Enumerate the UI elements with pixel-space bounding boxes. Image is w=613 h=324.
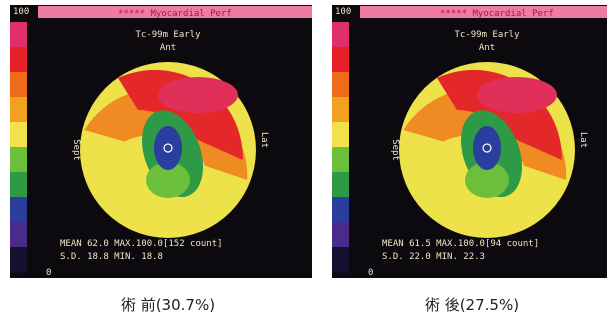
header-text: ***** Myocardial Perf xyxy=(440,9,554,19)
septal-label: Sept xyxy=(390,139,400,161)
caption: 術 後(27.5%) xyxy=(425,296,519,314)
stats-line-1: MEAN 61.5 MAX.100.0[94 count] xyxy=(382,239,539,249)
color-scale-step xyxy=(10,72,27,98)
color-scale-step xyxy=(332,147,349,173)
header-text: ***** Myocardial Perf xyxy=(118,9,232,19)
color-scale-step xyxy=(10,222,27,248)
map-title: Tc-99m Early xyxy=(135,30,201,40)
color-scale-step xyxy=(332,172,349,198)
color-scale-step xyxy=(10,172,27,198)
color-scale-step xyxy=(10,197,27,223)
septal-label: Sept xyxy=(71,139,81,161)
color-scale-step xyxy=(332,222,349,248)
stats-line-2: S.D. 18.8 MIN. 18.8 xyxy=(60,252,163,262)
caption: 術 前(30.7%) xyxy=(121,296,215,314)
scale-max: 100 xyxy=(13,7,29,17)
lateral-label: Lat xyxy=(259,132,269,148)
region-pink xyxy=(477,77,557,113)
region-blue xyxy=(154,126,182,170)
anterior-label: Ant xyxy=(479,43,495,53)
color-scale-step xyxy=(332,197,349,223)
lateral-label: Lat xyxy=(578,132,588,148)
stats-line-1: MEAN 62.0 MAX.100.0[152 count] xyxy=(60,239,223,249)
color-scale-step xyxy=(10,147,27,173)
region-blue xyxy=(473,126,501,170)
color-scale-step xyxy=(10,122,27,148)
scale-max: 100 xyxy=(335,7,351,17)
polar-map-panel: 100 ***** Myocardial Perf Tc-99m Early Ant S… xyxy=(10,5,312,314)
color-scale-step xyxy=(332,47,349,73)
color-scale-step xyxy=(332,72,349,98)
anterior-label: Ant xyxy=(160,43,176,53)
map-title: Tc-99m Early xyxy=(454,30,520,40)
region-pink xyxy=(158,77,238,113)
color-scale-step xyxy=(332,22,349,48)
stats-line-2: S.D. 22.0 MIN. 22.3 xyxy=(382,252,485,262)
color-scale-step xyxy=(10,247,27,273)
color-scale-step xyxy=(332,247,349,273)
polar-map-panel: 100 ***** Myocardial Perf Tc-99m Early Ant S… xyxy=(332,5,607,314)
color-scale-step xyxy=(332,97,349,123)
scale-min: 0 xyxy=(368,268,373,278)
scale-min: 0 xyxy=(46,268,51,278)
color-scale-step xyxy=(10,22,27,48)
figure: 100 ***** Myocardial Perf Tc-99m Early Ant S… xyxy=(0,0,613,324)
color-scale-step xyxy=(10,47,27,73)
color-scale-step xyxy=(332,122,349,148)
color-scale-step xyxy=(10,97,27,123)
